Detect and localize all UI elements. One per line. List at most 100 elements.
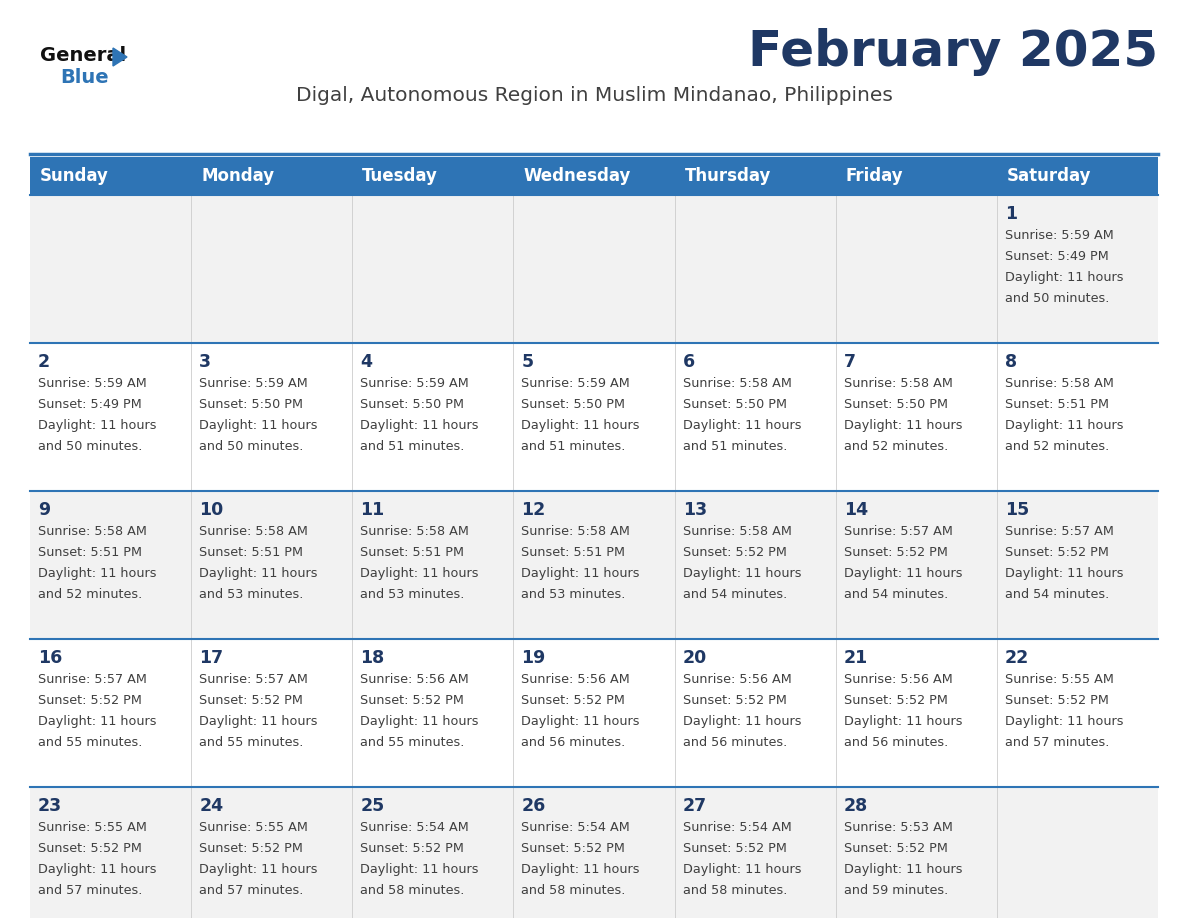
Text: 22: 22 bbox=[1005, 649, 1029, 667]
Text: Daylight: 11 hours: Daylight: 11 hours bbox=[200, 715, 317, 728]
Text: Daylight: 11 hours: Daylight: 11 hours bbox=[200, 863, 317, 876]
Text: Sunset: 5:51 PM: Sunset: 5:51 PM bbox=[522, 546, 625, 559]
Text: Daylight: 11 hours: Daylight: 11 hours bbox=[843, 715, 962, 728]
Bar bbox=[30, 787, 1158, 918]
Text: Sunrise: 5:54 AM: Sunrise: 5:54 AM bbox=[683, 821, 791, 834]
Text: and 50 minutes.: and 50 minutes. bbox=[1005, 292, 1110, 305]
Text: 6: 6 bbox=[683, 353, 695, 371]
Text: and 50 minutes.: and 50 minutes. bbox=[38, 440, 143, 453]
Text: and 54 minutes.: and 54 minutes. bbox=[843, 588, 948, 601]
Text: Digal, Autonomous Region in Muslim Mindanao, Philippines: Digal, Autonomous Region in Muslim Minda… bbox=[296, 86, 892, 105]
Text: 8: 8 bbox=[1005, 353, 1017, 371]
Text: and 54 minutes.: and 54 minutes. bbox=[1005, 588, 1110, 601]
Text: Sunset: 5:49 PM: Sunset: 5:49 PM bbox=[38, 398, 141, 411]
Text: and 53 minutes.: and 53 minutes. bbox=[200, 588, 303, 601]
Bar bbox=[30, 639, 1158, 787]
Text: Daylight: 11 hours: Daylight: 11 hours bbox=[1005, 567, 1124, 580]
Text: Daylight: 11 hours: Daylight: 11 hours bbox=[522, 567, 640, 580]
Text: Daylight: 11 hours: Daylight: 11 hours bbox=[38, 863, 157, 876]
Text: 7: 7 bbox=[843, 353, 855, 371]
Text: and 57 minutes.: and 57 minutes. bbox=[1005, 736, 1110, 749]
Bar bbox=[30, 491, 1158, 639]
Text: and 52 minutes.: and 52 minutes. bbox=[38, 588, 143, 601]
Text: and 50 minutes.: and 50 minutes. bbox=[200, 440, 303, 453]
Bar bbox=[30, 195, 1158, 343]
Text: Sunrise: 5:59 AM: Sunrise: 5:59 AM bbox=[38, 377, 147, 390]
Text: 10: 10 bbox=[200, 501, 223, 519]
Text: 18: 18 bbox=[360, 649, 385, 667]
Text: Sunrise: 5:58 AM: Sunrise: 5:58 AM bbox=[38, 525, 147, 538]
Text: Sunrise: 5:59 AM: Sunrise: 5:59 AM bbox=[1005, 229, 1113, 242]
Text: Sunrise: 5:56 AM: Sunrise: 5:56 AM bbox=[360, 673, 469, 686]
Text: Sunset: 5:52 PM: Sunset: 5:52 PM bbox=[360, 842, 465, 855]
Text: and 58 minutes.: and 58 minutes. bbox=[522, 884, 626, 897]
Text: Daylight: 11 hours: Daylight: 11 hours bbox=[683, 715, 801, 728]
Text: Sunrise: 5:58 AM: Sunrise: 5:58 AM bbox=[200, 525, 308, 538]
Text: and 51 minutes.: and 51 minutes. bbox=[360, 440, 465, 453]
Text: Sunrise: 5:54 AM: Sunrise: 5:54 AM bbox=[522, 821, 630, 834]
Text: Sunset: 5:50 PM: Sunset: 5:50 PM bbox=[200, 398, 303, 411]
Text: Sunset: 5:52 PM: Sunset: 5:52 PM bbox=[683, 546, 786, 559]
Text: Friday: Friday bbox=[846, 167, 903, 185]
Text: Daylight: 11 hours: Daylight: 11 hours bbox=[522, 863, 640, 876]
Text: Sunset: 5:50 PM: Sunset: 5:50 PM bbox=[522, 398, 625, 411]
Text: Daylight: 11 hours: Daylight: 11 hours bbox=[38, 567, 157, 580]
Text: and 52 minutes.: and 52 minutes. bbox=[1005, 440, 1110, 453]
Text: Daylight: 11 hours: Daylight: 11 hours bbox=[683, 863, 801, 876]
Text: Sunrise: 5:54 AM: Sunrise: 5:54 AM bbox=[360, 821, 469, 834]
Text: 14: 14 bbox=[843, 501, 868, 519]
Text: and 57 minutes.: and 57 minutes. bbox=[200, 884, 303, 897]
Text: Sunrise: 5:58 AM: Sunrise: 5:58 AM bbox=[522, 525, 631, 538]
Text: 24: 24 bbox=[200, 797, 223, 815]
Text: Sunset: 5:52 PM: Sunset: 5:52 PM bbox=[522, 842, 625, 855]
Text: and 51 minutes.: and 51 minutes. bbox=[522, 440, 626, 453]
Text: Daylight: 11 hours: Daylight: 11 hours bbox=[843, 419, 962, 432]
Text: 3: 3 bbox=[200, 353, 211, 371]
Text: Sunrise: 5:59 AM: Sunrise: 5:59 AM bbox=[200, 377, 308, 390]
Text: Sunset: 5:51 PM: Sunset: 5:51 PM bbox=[1005, 398, 1108, 411]
Text: 26: 26 bbox=[522, 797, 545, 815]
Text: and 58 minutes.: and 58 minutes. bbox=[360, 884, 465, 897]
Text: Sunset: 5:51 PM: Sunset: 5:51 PM bbox=[200, 546, 303, 559]
Text: and 55 minutes.: and 55 minutes. bbox=[360, 736, 465, 749]
Text: Sunday: Sunday bbox=[40, 167, 109, 185]
Text: Sunset: 5:52 PM: Sunset: 5:52 PM bbox=[843, 546, 948, 559]
Text: Sunset: 5:52 PM: Sunset: 5:52 PM bbox=[843, 842, 948, 855]
Text: Tuesday: Tuesday bbox=[362, 167, 438, 185]
Text: and 54 minutes.: and 54 minutes. bbox=[683, 588, 786, 601]
Text: Sunset: 5:49 PM: Sunset: 5:49 PM bbox=[1005, 250, 1108, 263]
Text: and 56 minutes.: and 56 minutes. bbox=[522, 736, 626, 749]
Text: Sunrise: 5:56 AM: Sunrise: 5:56 AM bbox=[843, 673, 953, 686]
Text: Sunrise: 5:56 AM: Sunrise: 5:56 AM bbox=[522, 673, 630, 686]
Text: Monday: Monday bbox=[201, 167, 274, 185]
Text: Daylight: 11 hours: Daylight: 11 hours bbox=[38, 715, 157, 728]
Text: Daylight: 11 hours: Daylight: 11 hours bbox=[522, 419, 640, 432]
Text: Daylight: 11 hours: Daylight: 11 hours bbox=[1005, 715, 1124, 728]
Text: Sunset: 5:52 PM: Sunset: 5:52 PM bbox=[843, 694, 948, 707]
Text: Sunset: 5:52 PM: Sunset: 5:52 PM bbox=[683, 694, 786, 707]
Text: and 57 minutes.: and 57 minutes. bbox=[38, 884, 143, 897]
Text: Daylight: 11 hours: Daylight: 11 hours bbox=[360, 715, 479, 728]
Text: Wednesday: Wednesday bbox=[524, 167, 631, 185]
Text: 11: 11 bbox=[360, 501, 385, 519]
Text: Daylight: 11 hours: Daylight: 11 hours bbox=[683, 419, 801, 432]
Text: and 58 minutes.: and 58 minutes. bbox=[683, 884, 786, 897]
Text: 23: 23 bbox=[38, 797, 62, 815]
Text: 28: 28 bbox=[843, 797, 868, 815]
Text: February 2025: February 2025 bbox=[748, 28, 1158, 76]
Text: 13: 13 bbox=[683, 501, 707, 519]
Text: 15: 15 bbox=[1005, 501, 1029, 519]
Text: and 56 minutes.: and 56 minutes. bbox=[683, 736, 786, 749]
Text: Sunrise: 5:58 AM: Sunrise: 5:58 AM bbox=[683, 525, 791, 538]
Text: Sunrise: 5:55 AM: Sunrise: 5:55 AM bbox=[38, 821, 147, 834]
Text: Sunset: 5:50 PM: Sunset: 5:50 PM bbox=[360, 398, 465, 411]
Text: Thursday: Thursday bbox=[684, 167, 771, 185]
Text: 21: 21 bbox=[843, 649, 868, 667]
Text: 27: 27 bbox=[683, 797, 707, 815]
Text: Sunrise: 5:59 AM: Sunrise: 5:59 AM bbox=[522, 377, 630, 390]
Text: 25: 25 bbox=[360, 797, 385, 815]
Text: General: General bbox=[40, 46, 126, 65]
Text: Daylight: 11 hours: Daylight: 11 hours bbox=[200, 567, 317, 580]
Text: 12: 12 bbox=[522, 501, 545, 519]
Text: Daylight: 11 hours: Daylight: 11 hours bbox=[522, 715, 640, 728]
